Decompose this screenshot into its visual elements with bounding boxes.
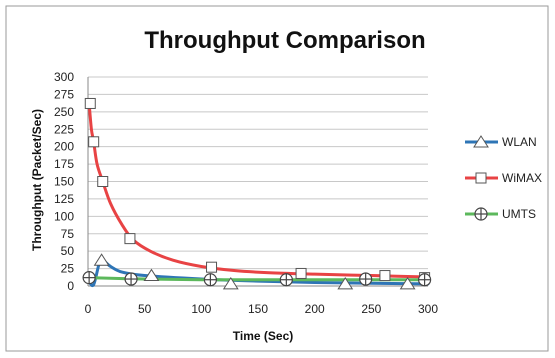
series-line-wimax (87, 101, 430, 279)
legend-label-wimax: WiMAX (502, 171, 542, 185)
data-point-umts (279, 273, 293, 287)
y-tick-label: 200 (54, 140, 74, 154)
y-tick-label: 175 (54, 157, 74, 171)
chart-title: Throughput Comparison (144, 27, 425, 54)
data-point-wlan (143, 268, 160, 282)
y-tick-labels: 0 25 50 75 100 125 150 175 200 225 250 275 300 (54, 70, 74, 293)
x-tick-label: 300 (418, 302, 438, 316)
data-point-wlan (222, 276, 239, 290)
y-tick-label: 125 (54, 192, 74, 206)
x-tick-label: 150 (248, 302, 268, 316)
x-tick-label: 0 (85, 302, 92, 316)
data-point-umts (418, 273, 432, 287)
y-tick-label: 25 (61, 262, 75, 276)
legend: WLAN WiMAX UMTS (465, 135, 542, 221)
y-tick-label: 75 (61, 227, 75, 241)
data-point-wimax (379, 270, 391, 282)
data-point-umts (82, 271, 96, 285)
legend-item-umts: UMTS (465, 207, 536, 221)
data-point-wimax (84, 97, 96, 109)
data-point-wimax (206, 261, 218, 273)
data-point-umts (124, 272, 138, 286)
series-markers (82, 97, 432, 290)
y-axis-label: Throughput (Packet/Sec) (30, 109, 44, 251)
x-tick-label: 200 (305, 302, 325, 316)
data-point-wimax (88, 136, 100, 148)
y-tick-label: 300 (54, 70, 74, 84)
data-point-wlan (337, 276, 354, 290)
chart-border (5, 5, 549, 352)
data-point-wimax (97, 176, 109, 187)
legend-item-wimax: WiMAX (465, 171, 542, 185)
data-point-wlan (399, 276, 416, 290)
x-axis-label: Time (Sec) (233, 329, 293, 343)
y-tick-label: 100 (54, 209, 74, 223)
data-point-wlan (93, 253, 110, 266)
y-tick-label: 250 (54, 105, 74, 119)
x-tick-labels: 0 50 100 150 200 250 300 (85, 302, 439, 316)
y-tick-label: 0 (67, 279, 74, 293)
x-tick-label: 250 (361, 302, 381, 316)
data-point-umts (203, 273, 217, 287)
y-tick-label: 275 (54, 87, 74, 101)
data-point-umts (359, 272, 373, 286)
legend-item-wlan: WLAN (465, 135, 537, 149)
legend-marker-umts (474, 207, 488, 221)
y-tick-label: 50 (61, 244, 75, 258)
x-tick-label: 50 (138, 302, 152, 316)
y-tick-label: 225 (54, 122, 74, 136)
legend-marker-wlan (473, 135, 489, 148)
data-point-wimax (124, 233, 136, 245)
legend-label-wlan: WLAN (502, 135, 537, 149)
legend-marker-wimax (475, 172, 487, 184)
y-tick-label: 150 (54, 175, 74, 189)
x-tick-label: 100 (191, 302, 211, 316)
data-point-wimax (295, 267, 307, 279)
legend-label-umts: UMTS (502, 207, 536, 221)
